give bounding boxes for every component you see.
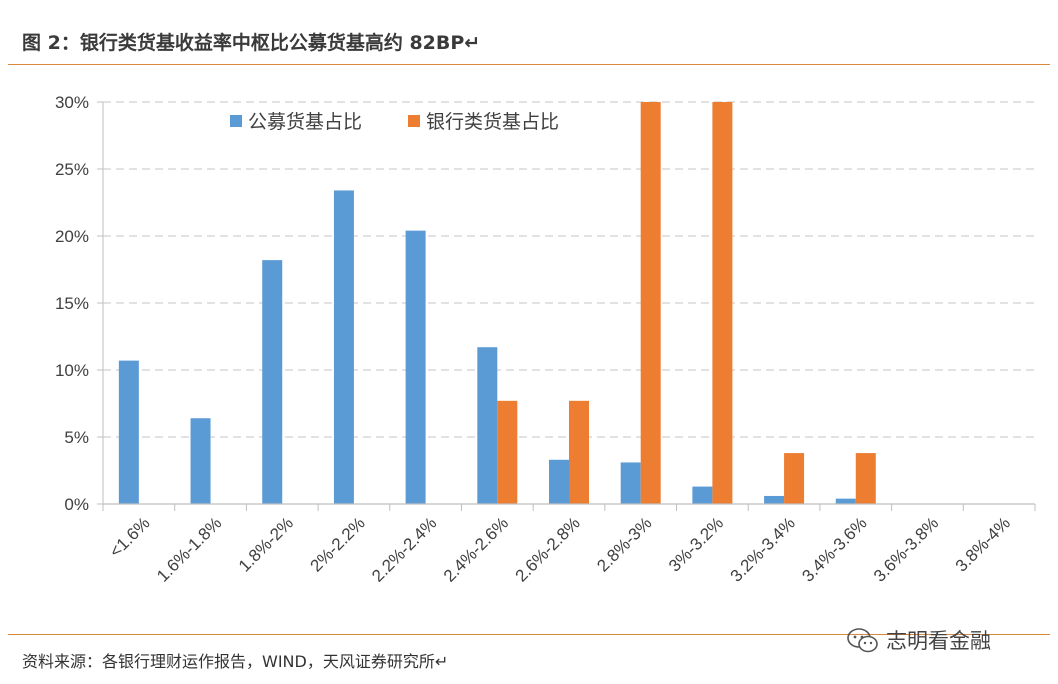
x-tick-label: 3.2%-3.4% xyxy=(727,513,799,585)
y-tick-label: 0% xyxy=(64,495,89,514)
bar-public xyxy=(405,230,426,504)
bar-public xyxy=(118,360,139,504)
x-tick-label: 1.8%-2% xyxy=(235,513,297,575)
figure-title: 图 2：银行类货基收益率中枢比公募货基高约 82BP↵ xyxy=(22,32,481,54)
legend-swatch-bank xyxy=(408,115,420,127)
x-tick-label: <1.6% xyxy=(106,513,154,561)
bar-public xyxy=(620,462,641,504)
watermark-text: 志明看金融 xyxy=(886,629,991,653)
bar-public xyxy=(692,486,713,504)
legend-label-bank: 银行类货基占比 xyxy=(426,111,559,133)
y-tick-label: 10% xyxy=(55,361,89,380)
bar-bank xyxy=(569,400,589,504)
x-tick-label: 3.4%-3.6% xyxy=(798,513,870,585)
source-divider xyxy=(8,634,1050,635)
x-tick-label: 2.6%-2.8% xyxy=(512,513,584,585)
bar-public xyxy=(835,498,856,504)
x-tick-label: 1.6%-1.8% xyxy=(153,513,225,585)
bar-public xyxy=(764,495,785,504)
bar-public xyxy=(190,418,211,504)
bar-bank xyxy=(497,400,518,504)
bar-public xyxy=(333,190,354,504)
bar-public xyxy=(549,459,569,504)
y-tick-label: 5% xyxy=(64,428,89,447)
source-note: 资料来源：各银行理财运作报告，WIND，天风证券研究所↵ xyxy=(22,652,449,671)
watermark: 志明看金融 xyxy=(846,622,991,658)
x-tick-label: 3%-3.2% xyxy=(665,513,727,575)
y-tick-label: 25% xyxy=(55,160,89,179)
bar-bank xyxy=(784,453,805,504)
bar-bank xyxy=(640,102,661,504)
x-tick-label: 2%-2.2% xyxy=(307,513,369,575)
bar-bank xyxy=(855,453,876,504)
legend-label-public: 公募货基占比 xyxy=(248,111,362,133)
bar-public xyxy=(262,260,283,504)
x-tick-label: 2.8%-3% xyxy=(593,513,655,575)
bar-bank xyxy=(712,102,733,504)
y-tick-label: 15% xyxy=(55,294,89,313)
y-tick-label: 30% xyxy=(55,93,89,112)
x-tick-label: 3.8%-4% xyxy=(952,513,1014,575)
bar-public xyxy=(477,347,498,504)
x-tick-label: 2.4%-2.6% xyxy=(440,513,512,585)
title-divider xyxy=(8,64,1050,65)
legend-swatch-public xyxy=(230,115,242,127)
y-tick-label: 20% xyxy=(55,227,89,246)
wechat-icon xyxy=(847,628,878,653)
bar-chart: 0% 5% 10% 15% 20% 25% 30% <1.6% 1.6%-1.8% 1.8%-2%… xyxy=(55,93,1036,586)
x-tick-label: 2.2%-2.4% xyxy=(368,513,440,585)
x-tick-label: 3.6%-3.8% xyxy=(870,513,942,585)
